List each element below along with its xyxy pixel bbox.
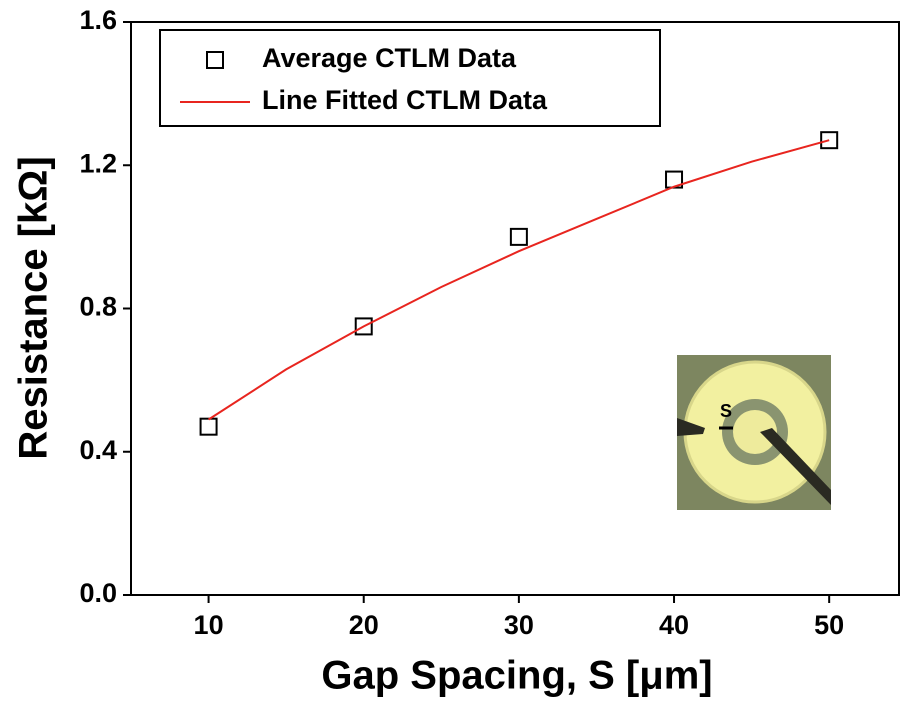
data-point xyxy=(201,419,217,435)
inset-photo: S xyxy=(677,355,831,510)
data-point xyxy=(511,229,527,245)
y-tick-label: 0.0 xyxy=(79,578,117,608)
y-axis-title: Resistance [kΩ] xyxy=(12,156,56,459)
x-tick-label: 20 xyxy=(349,610,379,640)
x-tick-label: 40 xyxy=(659,610,689,640)
x-tick-label: 30 xyxy=(504,610,534,640)
y-tick-label: 1.6 xyxy=(79,5,117,35)
y-tick-label: 1.2 xyxy=(79,148,117,178)
y-tick-label: 0.8 xyxy=(79,292,117,322)
legend-label: Line Fitted CTLM Data xyxy=(262,85,548,115)
x-axis-title: Gap Spacing, S [μm] xyxy=(321,654,712,698)
chart: S Gap Spacing, S [μm] Resistance [kΩ] 0.… xyxy=(0,0,901,706)
legend-label: Average CTLM Data xyxy=(262,43,517,73)
x-tick-label: 50 xyxy=(814,610,844,640)
inset-label: S xyxy=(720,401,732,421)
x-tick-label: 10 xyxy=(194,610,224,640)
y-tick-label: 0.4 xyxy=(79,435,117,465)
